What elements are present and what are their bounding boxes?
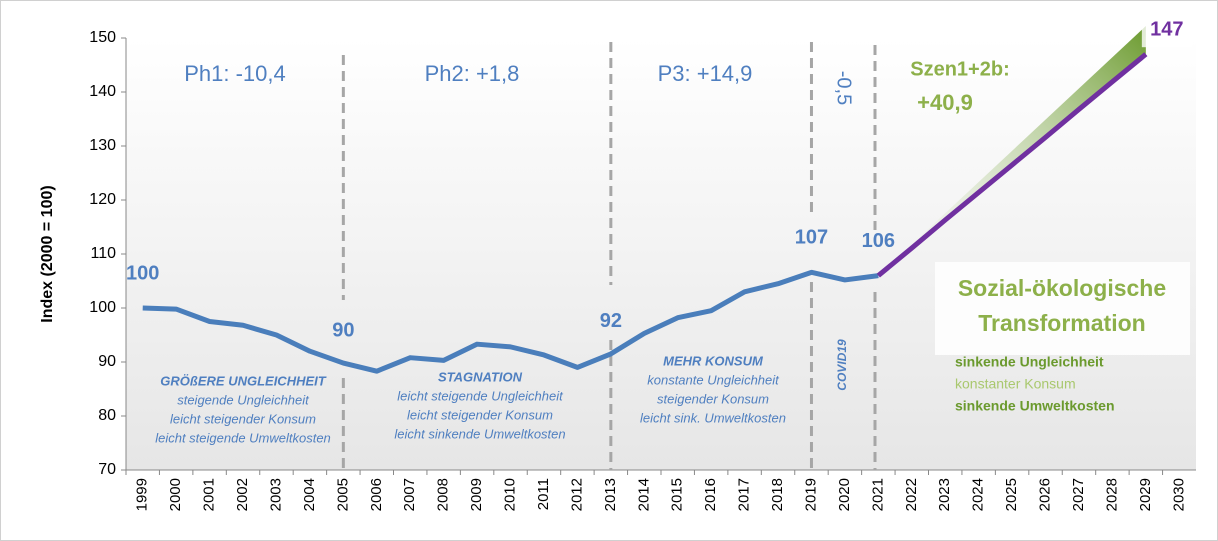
x-tick-label: 2021 bbox=[869, 478, 886, 511]
x-tick-label: 1999 bbox=[134, 478, 151, 511]
label-box bbox=[1141, 13, 1192, 48]
x-tick-label: 2026 bbox=[1037, 478, 1054, 511]
period-line: leicht sinkende Umweltkosten bbox=[394, 426, 565, 441]
data-label: 92 bbox=[600, 310, 622, 332]
x-tick-label: 2012 bbox=[568, 478, 585, 511]
x-tick-label: 2007 bbox=[401, 478, 418, 511]
phase-label: P3: +14,9 bbox=[658, 61, 753, 86]
y-tick-label: 140 bbox=[89, 83, 116, 100]
period-line: leicht steigende Umweltkosten bbox=[155, 430, 331, 445]
data-label: 147 bbox=[1150, 18, 1183, 40]
y-tick-label: 150 bbox=[89, 29, 116, 46]
x-tick-label: 2020 bbox=[836, 478, 853, 511]
x-tick-label: 2017 bbox=[736, 478, 753, 511]
y-tick-label: 100 bbox=[89, 299, 116, 316]
x-tick-label: 2029 bbox=[1137, 478, 1154, 511]
transformation-panel bbox=[935, 262, 1190, 355]
data-label: 106 bbox=[862, 230, 895, 252]
transformation-title: Transformation bbox=[978, 310, 1145, 336]
x-tick-label: 2019 bbox=[802, 478, 819, 511]
transformation-line: sinkende Umweltkosten bbox=[955, 398, 1115, 414]
x-tick-label: 2024 bbox=[970, 478, 987, 511]
y-tick-label: 110 bbox=[90, 245, 116, 262]
period-title: GRÖßERE UNGLEICHHEIT bbox=[160, 373, 326, 388]
period-line: leicht sink. Umweltkosten bbox=[640, 410, 786, 425]
period-title: MEHR KONSUM bbox=[663, 353, 764, 368]
x-tick-label: 2028 bbox=[1103, 478, 1120, 511]
period-line: steigende Ungleichheit bbox=[177, 392, 310, 407]
scenario-value: +40,9 bbox=[917, 90, 973, 115]
period-line: leicht steigender Konsum bbox=[170, 411, 316, 426]
x-tick-label: 2016 bbox=[702, 478, 719, 511]
x-tick-label: 2002 bbox=[234, 478, 251, 511]
x-tick-label: 2030 bbox=[1170, 478, 1187, 511]
x-tick-label: 2013 bbox=[602, 478, 619, 511]
y-tick-label: 80 bbox=[98, 407, 116, 424]
x-tick-label: 2023 bbox=[936, 478, 953, 511]
period-title: STAGNATION bbox=[438, 369, 523, 384]
x-tick-label: 2009 bbox=[468, 478, 485, 511]
data-label: 90 bbox=[332, 319, 354, 341]
x-tick-label: 2025 bbox=[1003, 478, 1020, 511]
x-tick-label: 2022 bbox=[903, 478, 920, 511]
period-title: COVID19 bbox=[835, 339, 849, 391]
transformation-line: konstanter Konsum bbox=[955, 376, 1076, 392]
x-tick-label: 2010 bbox=[502, 478, 519, 511]
period-line: steigender Konsum bbox=[657, 391, 769, 406]
period-line: konstante Ungleichheit bbox=[647, 372, 780, 387]
x-tick-label: 2000 bbox=[167, 478, 184, 511]
phase-label: Ph2: +1,8 bbox=[425, 61, 520, 86]
x-tick-label: 2008 bbox=[435, 478, 452, 511]
y-tick-label: 120 bbox=[89, 191, 116, 208]
x-tick-label: 2011 bbox=[535, 478, 552, 510]
transformation-title: Sozial-ökologische bbox=[958, 275, 1166, 301]
plot-background bbox=[126, 38, 1196, 470]
x-tick-label: 2003 bbox=[267, 478, 284, 511]
period-line: leicht steigende Ungleichheit bbox=[397, 388, 564, 403]
transformation-line: sinkende Ungleichheit bbox=[955, 354, 1104, 370]
x-tick-label: 2018 bbox=[769, 478, 786, 511]
y-axis-label: Index (2000 = 100) bbox=[39, 185, 56, 322]
y-tick-label: 70 bbox=[98, 461, 116, 478]
phase-label: Ph1: -10,4 bbox=[184, 61, 286, 86]
x-tick-label: 2005 bbox=[334, 478, 351, 511]
data-label: 100 bbox=[126, 262, 159, 284]
scenario-label: Szen1+2b: bbox=[910, 58, 1009, 80]
x-tick-label: 2014 bbox=[635, 478, 652, 511]
series-line bbox=[876, 52, 1148, 278]
phase-label: -0,5 bbox=[833, 71, 855, 105]
x-tick-label: 2006 bbox=[368, 478, 385, 511]
scenario-range bbox=[878, 26, 1146, 276]
x-tick-label: 2004 bbox=[301, 478, 318, 511]
data-label: 107 bbox=[795, 227, 828, 249]
y-tick-label: 130 bbox=[89, 137, 116, 154]
y-tick-label: 90 bbox=[98, 353, 116, 370]
x-tick-label: 2001 bbox=[201, 478, 218, 511]
series-line bbox=[142, 269, 879, 374]
period-line: leicht steigender Konsum bbox=[407, 407, 553, 422]
x-tick-label: 2027 bbox=[1070, 478, 1087, 511]
x-tick-label: 2015 bbox=[669, 478, 686, 511]
